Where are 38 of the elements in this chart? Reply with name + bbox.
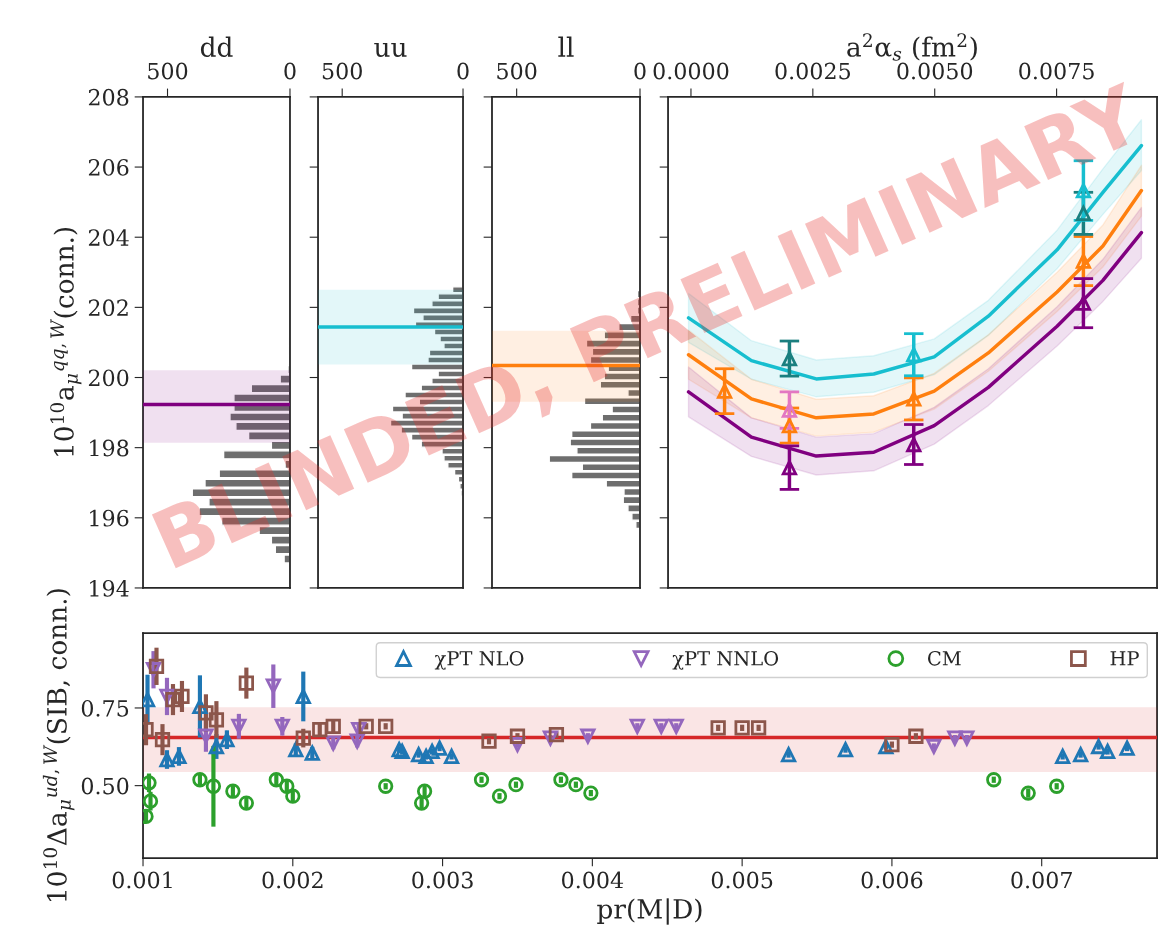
y-tick-label: 0.50 [81,777,129,795]
x-axis-title: pr(M|D) [597,898,702,925]
y-tick-label: 198 [90,439,129,457]
x-tick-label: 500 [148,62,188,80]
x-axis-title: a$^{2}$α$_{s}$ (fm$^{2}$) [847,33,977,61]
legend-label: χPT NLO [434,650,524,670]
x-tick-label: 0.0000 [653,62,729,80]
x-tick-label: 0.005 [711,871,773,889]
y-tick-label: 194 [90,579,129,597]
x-tick-label: 500 [322,62,362,80]
x-tick-label: 0.002 [262,871,323,889]
x-tick-label: 0.004 [562,871,624,889]
legend-label: χPT NNLO [672,650,779,670]
x-tick-label: 0 [634,62,646,80]
y-tick-label: 208 [88,88,129,106]
y-axis-title: 10$^{10}$a$_{μ}$$^{qq,W}$(conn.) [50,227,82,456]
x-tick-label: 0.007 [1011,871,1072,889]
x-tick-label: 0.006 [861,871,923,889]
x-tick-label: 0 [457,62,469,80]
legend-label: CM [928,650,961,666]
y-tick-label: 0.75 [81,699,129,717]
y-tick-label: 206 [88,159,129,176]
y-tick-label: 202 [88,299,128,317]
x-tick-label: 0 [284,62,296,80]
legend-label: HP [1110,651,1139,666]
y-tick-label: 200 [88,369,129,387]
x-tick-label: 0.0050 [897,62,973,80]
x-tick-label: 0.003 [412,871,473,889]
x-tick-label: 0.0075 [1019,62,1094,80]
y-tick-label: 196 [90,509,129,527]
y-tick-label: 204 [88,229,129,246]
x-axis-title: uu [374,42,407,58]
y-axis-title: 10$^{10}$Δa$_{μ}$$^{ud,W}$(SIB, conn.) [42,589,75,901]
x-tick-label: 0.001 [112,871,172,889]
x-tick-label: 500 [497,62,537,80]
x-tick-label: 0.0025 [775,62,850,80]
x-axis-title: dd [200,36,233,58]
x-axis-title: ll [558,36,574,57]
